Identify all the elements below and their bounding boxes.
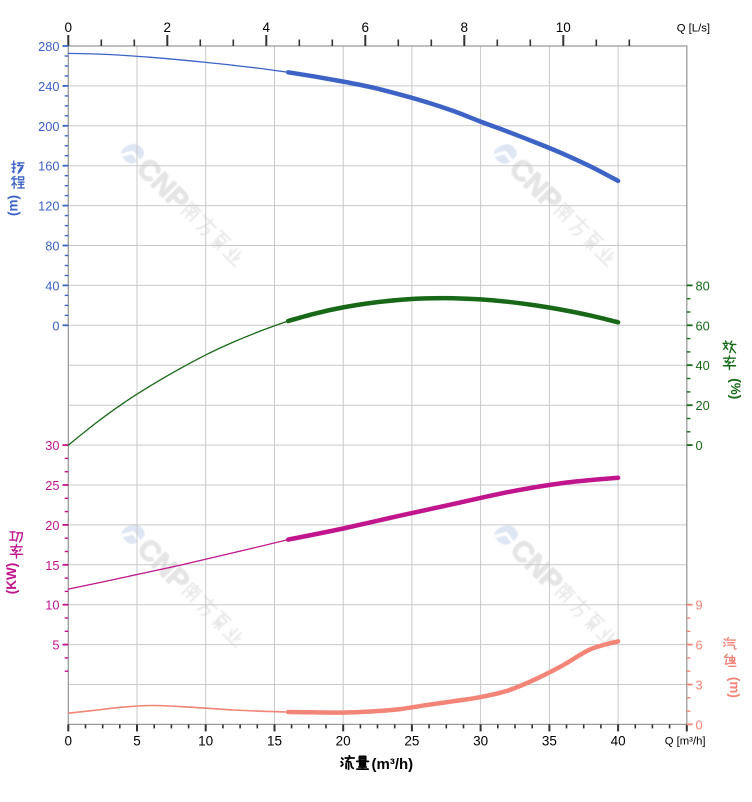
svg-text:5: 5 xyxy=(52,638,59,653)
svg-text:280: 280 xyxy=(38,39,59,54)
svg-text:15: 15 xyxy=(45,558,59,573)
svg-text:240: 240 xyxy=(38,79,59,94)
svg-text:20: 20 xyxy=(336,733,351,748)
svg-text:5: 5 xyxy=(133,733,141,748)
svg-text:(%): (%) xyxy=(728,378,743,399)
svg-text:6: 6 xyxy=(362,20,370,35)
svg-text:8: 8 xyxy=(461,20,469,35)
svg-text:25: 25 xyxy=(45,478,59,493)
svg-text:(m): (m) xyxy=(727,677,742,698)
svg-text:0: 0 xyxy=(696,438,703,453)
svg-text:2: 2 xyxy=(164,20,172,35)
svg-text:60: 60 xyxy=(696,318,710,333)
svg-text:40: 40 xyxy=(45,278,59,293)
svg-text:10: 10 xyxy=(45,598,59,613)
svg-text:40: 40 xyxy=(696,358,710,373)
svg-text:0: 0 xyxy=(696,717,703,732)
svg-text:30: 30 xyxy=(45,438,59,453)
svg-text:40: 40 xyxy=(611,733,626,748)
svg-text:10: 10 xyxy=(198,733,213,748)
svg-text:Q [L/s]: Q [L/s] xyxy=(677,23,710,35)
svg-text:(m³/h): (m³/h) xyxy=(372,756,414,773)
svg-text:15: 15 xyxy=(267,733,282,748)
svg-text:0: 0 xyxy=(65,733,73,748)
svg-text:120: 120 xyxy=(38,199,59,214)
svg-text:0: 0 xyxy=(52,318,59,333)
svg-text:(m): (m) xyxy=(6,195,21,216)
svg-text:(KW): (KW) xyxy=(4,563,19,594)
svg-text:30: 30 xyxy=(473,733,488,748)
svg-text:4: 4 xyxy=(263,20,271,35)
svg-text:10: 10 xyxy=(556,20,571,35)
svg-text:80: 80 xyxy=(696,278,710,293)
svg-text:0: 0 xyxy=(65,20,73,35)
svg-text:20: 20 xyxy=(45,518,59,533)
svg-text:3: 3 xyxy=(696,678,703,693)
svg-text:200: 200 xyxy=(38,119,59,134)
svg-text:35: 35 xyxy=(542,733,557,748)
svg-text:9: 9 xyxy=(696,598,703,613)
svg-text:20: 20 xyxy=(696,398,710,413)
svg-text:80: 80 xyxy=(45,239,59,254)
svg-text:6: 6 xyxy=(696,638,703,653)
svg-text:Q [m³/h]: Q [m³/h] xyxy=(665,736,706,748)
svg-text:25: 25 xyxy=(404,733,419,748)
svg-text:160: 160 xyxy=(38,159,59,174)
